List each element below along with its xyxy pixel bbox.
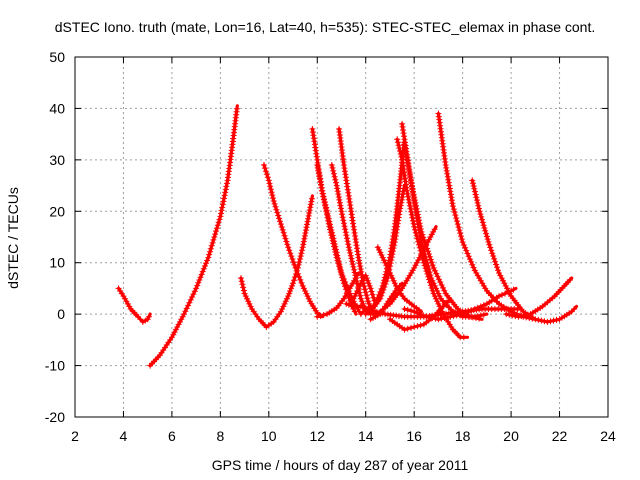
series-markers (147, 105, 240, 369)
series-13 (374, 244, 423, 314)
x-tick-label: 4 (120, 428, 128, 444)
series-markers (401, 141, 482, 322)
series-markers (401, 286, 517, 323)
x-tick-label: 8 (216, 428, 224, 444)
series-23 (435, 110, 537, 322)
series-line (504, 276, 574, 319)
series-markers (238, 195, 315, 330)
series-10 (348, 272, 378, 307)
y-tick-label: 20 (49, 203, 65, 219)
series-9 (336, 126, 375, 316)
x-tick-label: 2 (71, 428, 79, 444)
y-tick-label: 50 (49, 49, 65, 65)
x-axis-label: GPS time / hours of day 287 of year 2011 (212, 457, 469, 473)
chart-title: dSTEC Iono. truth (mate, Lon=16, Lat=40,… (55, 19, 595, 35)
series-markers (115, 285, 152, 325)
x-tick-label: 18 (455, 428, 471, 444)
series-markers (374, 244, 422, 313)
y-tick-label: -10 (45, 358, 65, 374)
x-tick-label: 20 (503, 428, 519, 444)
plot-frame (74, 56, 609, 418)
y-tick-label: 40 (49, 100, 65, 116)
series-22 (401, 286, 518, 323)
x-tick-label: 16 (406, 428, 422, 444)
x-tick-label: 6 (168, 428, 176, 444)
series-4 (261, 162, 324, 319)
y-tick-label: -20 (45, 409, 65, 425)
x-tick-label: 10 (261, 428, 277, 444)
series-markers (435, 110, 536, 322)
y-tick-label: 10 (49, 255, 65, 271)
series-markers (328, 162, 372, 316)
x-tick-label: 22 (552, 428, 568, 444)
series-markers (362, 185, 407, 318)
series-markers (367, 226, 438, 318)
plot-area (115, 104, 579, 369)
series-14 (362, 184, 407, 318)
y-tick-label: 30 (49, 152, 65, 168)
x-tick-label: 12 (309, 428, 325, 444)
series-6 (314, 162, 368, 318)
series-markers (503, 277, 573, 320)
series-markers (469, 177, 578, 325)
series-markers (261, 162, 323, 318)
x-tick-label: 24 (600, 428, 616, 444)
series-18 (401, 141, 484, 322)
series-2 (147, 104, 240, 369)
series-line (262, 163, 324, 319)
series-line (148, 104, 239, 368)
series-markers (336, 126, 375, 315)
series-25 (503, 276, 574, 320)
series-markers (394, 136, 467, 341)
y-tick-label: 0 (57, 306, 65, 322)
series-3 (238, 194, 315, 330)
series-1 (115, 285, 152, 325)
series-24 (469, 177, 579, 325)
y-axis-label: dSTEC / TECUs (5, 187, 21, 289)
series-line (470, 178, 579, 324)
x-tick-label: 14 (358, 428, 374, 444)
